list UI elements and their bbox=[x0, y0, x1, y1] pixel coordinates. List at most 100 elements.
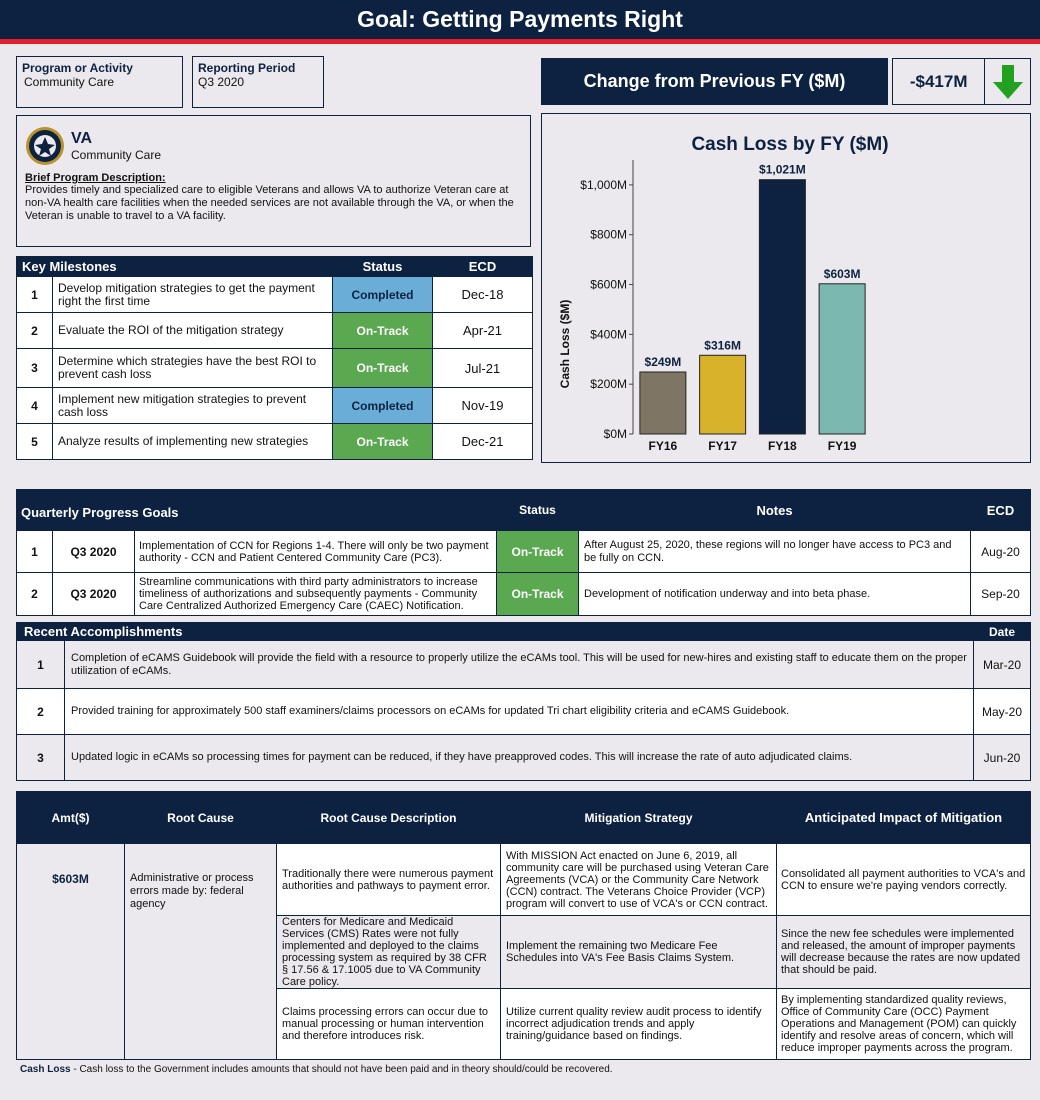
mitigation-strategy: With MISSION Act enacted on June 6, 2019… bbox=[500, 843, 777, 916]
milestone-row: 3 Determine which strategies have the bes… bbox=[16, 348, 533, 388]
chart-title: Cash Loss by FY ($M) bbox=[691, 134, 888, 155]
bar-data-label: $1,021M bbox=[759, 163, 806, 177]
y-tick-label: $800M bbox=[590, 228, 627, 242]
milestones-ecd-header: ECD bbox=[432, 256, 533, 277]
accomplishment-text: Completion of eCAMS Guidebook will provi… bbox=[63, 640, 975, 689]
milestone-row: 5 Analyze results of implementing new str… bbox=[16, 423, 533, 460]
program-box: Program or Activity Community Care bbox=[16, 56, 183, 108]
quarterly-goal-text: Streamline communications with third par… bbox=[134, 572, 497, 616]
quarterly-row: 2 Q3 2020 Streamline communications with t… bbox=[16, 572, 1031, 616]
milestone-text: Analyze results of implementing new stra… bbox=[52, 423, 333, 460]
period-box: Reporting Period Q3 2020 bbox=[192, 56, 324, 108]
bar-data-label: $316M bbox=[704, 338, 741, 352]
anticipated-impact: By implementing standardized quality rev… bbox=[776, 988, 1031, 1060]
quarterly-notes: Development of notification underway and… bbox=[578, 572, 971, 616]
quarterly-ecd: Sep-20 bbox=[970, 572, 1031, 616]
milestone-ecd: Dec-21 bbox=[432, 423, 533, 460]
chart-ylabel: Cash Loss ($M) bbox=[558, 300, 572, 389]
footnote: Cash Loss - Cash loss to the Government … bbox=[20, 1064, 613, 1075]
quarterly-header: Quarterly Progress Goals bbox=[16, 489, 497, 531]
milestone-row: 2 Evaluate the ROI of the mitigation stra… bbox=[16, 312, 533, 349]
x-tick-label: FY17 bbox=[708, 439, 737, 453]
accomplishment-num: 3 bbox=[16, 734, 65, 781]
va-seal-icon bbox=[25, 126, 65, 166]
bar-fy16 bbox=[639, 371, 687, 435]
quarterly-notes: After August 25, 2020, these regions wil… bbox=[578, 530, 971, 573]
milestone-ecd: Nov-19 bbox=[432, 387, 533, 424]
x-tick-label: FY18 bbox=[768, 439, 797, 453]
amt-header: Amt($) bbox=[16, 791, 125, 844]
x-tick-label: FY19 bbox=[828, 439, 857, 453]
accomplishment-num: 1 bbox=[16, 640, 65, 689]
milestone-status: On-Track bbox=[332, 348, 433, 388]
milestones-status-header: Status bbox=[332, 256, 433, 277]
quarterly-num: 1 bbox=[16, 530, 53, 573]
accomplishment-row: 3 Updated logic in eCAMs so processing ti… bbox=[16, 734, 1032, 781]
anticipated-impact: Consolidated all payment authorities to … bbox=[776, 843, 1031, 916]
accomplishments-header: Recent Accomplishments bbox=[15, 622, 975, 641]
quarterly-status-header: Status bbox=[496, 489, 579, 531]
quarterly-ecd: Aug-20 bbox=[970, 530, 1031, 573]
accomplishment-date: Jun-20 bbox=[973, 734, 1032, 781]
quarterly-quarter: Q3 2020 bbox=[52, 572, 135, 616]
root-cause-description: Claims processing errors can occur due t… bbox=[276, 988, 501, 1060]
root-cause-header: Root Cause bbox=[124, 791, 277, 844]
program-label: Program or Activity bbox=[22, 61, 133, 75]
milestone-status: On-Track bbox=[332, 312, 433, 349]
agency-name: VA bbox=[71, 130, 93, 147]
milestone-num: 3 bbox=[16, 348, 53, 388]
quarterly-row: 1 Q3 2020 Implementation of CCN for Region… bbox=[16, 530, 1031, 573]
milestones-table: Key Milestones Status ECD 1 Develop mitig… bbox=[16, 256, 533, 460]
milestone-text: Develop mitigation strategies to get the… bbox=[52, 276, 333, 313]
accomplishment-date: May-20 bbox=[973, 688, 1032, 735]
bar-data-label: $603M bbox=[824, 267, 861, 281]
y-tick-label: $200M bbox=[590, 377, 627, 391]
bar-fy18 bbox=[758, 179, 806, 435]
accomplishment-num: 2 bbox=[16, 688, 65, 735]
accomplishment-date: Mar-20 bbox=[973, 640, 1032, 689]
y-tick-label: $400M bbox=[590, 327, 627, 341]
root-cause-description: Traditionally there were numerous paymen… bbox=[276, 843, 501, 916]
quarterly-goal-text: Implementation of CCN for Regions 1-4. T… bbox=[134, 530, 497, 573]
agency-box: VA Community Care Brief Program Descript… bbox=[16, 115, 531, 247]
down-arrow-icon bbox=[984, 58, 1030, 105]
milestone-ecd: Apr-21 bbox=[432, 312, 533, 349]
mitigation-header: Mitigation Strategy bbox=[500, 791, 777, 844]
accomplishment-row: 2 Provided training for approximately 500… bbox=[16, 688, 1032, 735]
milestone-num: 2 bbox=[16, 312, 53, 349]
bar-fy19 bbox=[818, 283, 866, 435]
root-cause-desc-header: Root Cause Description bbox=[276, 791, 501, 844]
milestone-status: Completed bbox=[332, 276, 433, 313]
program-value: Community Care bbox=[24, 75, 115, 89]
milestone-text: Determine which strategies have the best… bbox=[52, 348, 333, 388]
cash-loss-chart: Cash Loss by FY ($M) Cash Loss ($M) $0M $… bbox=[541, 113, 1031, 463]
milestone-row: 4 Implement new mitigation strategies to … bbox=[16, 387, 533, 424]
milestone-row: 1 Develop mitigation strategies to get th… bbox=[16, 276, 533, 313]
change-value-box: -$417M bbox=[892, 58, 1031, 105]
milestone-text: Evaluate the ROI of the mitigation strat… bbox=[52, 312, 333, 349]
milestone-num: 1 bbox=[16, 276, 53, 313]
milestones-header: Key Milestones bbox=[16, 256, 333, 277]
period-value: Q3 2020 bbox=[198, 75, 245, 89]
accomplishment-text: Updated logic in eCAMs so processing tim… bbox=[63, 734, 975, 781]
root-cause-table: Amt($) Root Cause Root Cause Description… bbox=[16, 791, 1031, 1060]
mitigation-strategy: Utilize current quality review audit pro… bbox=[500, 988, 777, 1060]
root-cause-row: Claims processing errors can occur due t… bbox=[17, 988, 1031, 1060]
root-cause-row: $603M Administrative or process errors ma… bbox=[16, 843, 1031, 1060]
page-title: Goal: Getting Payments Right bbox=[0, 0, 1040, 44]
x-tick-label: FY16 bbox=[649, 439, 678, 453]
change-label: Change from Previous FY ($M) bbox=[541, 58, 888, 105]
anticipated-impact: Since the new fee schedules were impleme… bbox=[776, 915, 1031, 989]
quarterly-num: 2 bbox=[16, 572, 53, 616]
quarterly-status: On-Track bbox=[496, 572, 579, 616]
bar-fy17 bbox=[699, 354, 747, 435]
bar-data-label: $249M bbox=[645, 355, 682, 369]
impact-header: Anticipated Impact of Mitigation bbox=[776, 791, 1031, 844]
root-cause-description: Centers for Medicare and Medicaid Servic… bbox=[276, 915, 501, 989]
accomplishments-table: Recent Accomplishments Date 1 Completion … bbox=[15, 622, 1032, 781]
accomplishments-date-header: Date bbox=[973, 622, 1032, 641]
milestone-ecd: Jul-21 bbox=[432, 348, 533, 388]
quarterly-quarter: Q3 2020 bbox=[52, 530, 135, 573]
y-tick-label: $0M bbox=[604, 427, 627, 441]
quarterly-status: On-Track bbox=[496, 530, 579, 573]
